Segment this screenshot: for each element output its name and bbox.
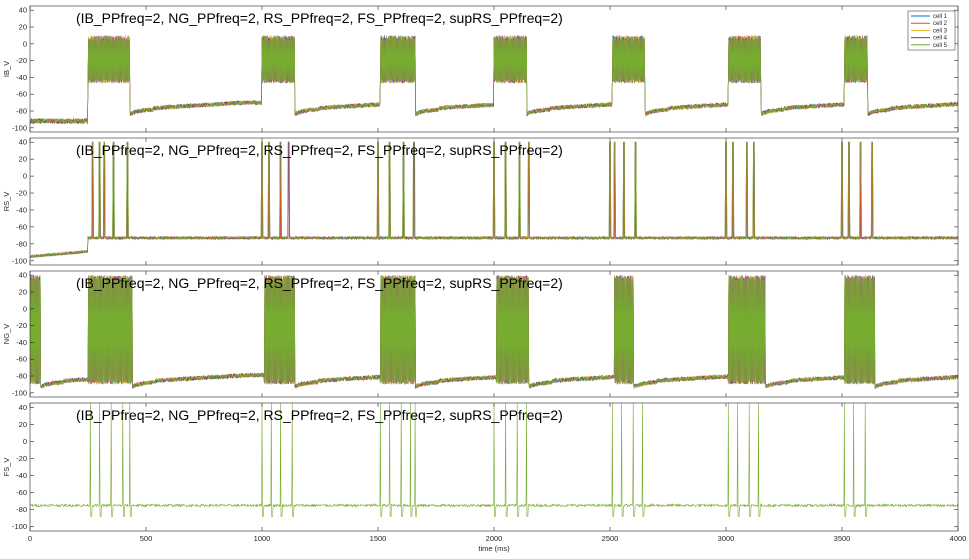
- ytick-label-ib-20: 20: [19, 23, 27, 32]
- series-line-rs-5: [30, 141, 958, 258]
- legend-label-5: cell 5: [933, 43, 948, 49]
- ytick-label-ib--100: -100: [12, 123, 27, 132]
- xtick-label-fs-4000: 4000: [950, 534, 967, 543]
- title-rs: (IB_PPfreq=2, NG_PPfreq=2, RS_PPfreq=2, …: [76, 142, 563, 158]
- legend-label-4: cell 4: [933, 36, 948, 42]
- ytick-label-fs--80: -80: [16, 505, 27, 514]
- ylabel-fs: FS_V: [2, 458, 11, 477]
- traces-rs: [30, 141, 958, 259]
- xtick-label-fs-1500: 1500: [370, 534, 387, 543]
- panel-rs: -100 -80 -60 -40 -20 0 20 40 RS_V (IB_PPfreq=2, N…: [2, 137, 959, 266]
- ytick-label-ng--20: -20: [16, 321, 27, 330]
- ytick-label-rs-0: 0: [23, 172, 27, 181]
- ytick-label-ng-20: 20: [19, 288, 27, 297]
- ytick-label-ib--60: -60: [16, 90, 27, 99]
- ytick-label-fs-40: 40: [19, 403, 27, 412]
- ytick-label-ib-40: 40: [19, 6, 27, 15]
- legend-label-2: cell 2: [933, 21, 948, 27]
- ylabel-rs: RS_V: [2, 192, 11, 212]
- ytick-label-rs--80: -80: [16, 239, 27, 248]
- traces-ng: [30, 275, 958, 390]
- ytick-label-fs--100: -100: [12, 522, 27, 531]
- ytick-label-ib--20: -20: [16, 56, 27, 65]
- ytick-label-ng-40: 40: [19, 271, 27, 280]
- ytick-label-ng-0: 0: [23, 304, 27, 313]
- ytick-label-rs-40: 40: [19, 138, 27, 147]
- panel-fs: -100 -80 -60 -40 -20 0 20 40 0 500 1000 1500 2000 250…: [2, 402, 967, 553]
- series-line-ib-5: [30, 35, 958, 125]
- ytick-label-fs-20: 20: [19, 420, 27, 429]
- xlabel-fs: time (ms): [478, 544, 510, 553]
- ytick-label-ng--100: -100: [12, 388, 27, 397]
- ytick-label-fs-0: 0: [23, 437, 27, 446]
- series-line-ng-5: [30, 275, 958, 390]
- ytick-label-rs--60: -60: [16, 222, 27, 231]
- series-line-fs-1: [30, 403, 958, 517]
- ytick-label-ng--40: -40: [16, 338, 27, 347]
- xtick-label-fs-3000: 3000: [718, 534, 735, 543]
- ytick-label-ib--80: -80: [16, 107, 27, 116]
- panel-ng: -100 -80 -60 -40 -20 0 20 40 NG_V (IB_PPfreq=2, N…: [2, 270, 959, 398]
- ytick-label-rs-20: 20: [19, 155, 27, 164]
- title-ng: (IB_PPfreq=2, NG_PPfreq=2, RS_PPfreq=2, …: [76, 275, 563, 291]
- series-line-ng-3: [30, 275, 958, 389]
- xtick-label-fs-500: 500: [140, 534, 153, 543]
- legend-label-1: cell 1: [933, 14, 948, 20]
- ytick-label-rs--100: -100: [12, 256, 27, 265]
- traces-ib: [30, 35, 958, 125]
- legend-label-3: cell 3: [933, 28, 948, 34]
- xtick-label-fs-3500: 3500: [834, 534, 851, 543]
- xtick-label-fs-2500: 2500: [602, 534, 619, 543]
- ytick-label-rs--40: -40: [16, 205, 27, 214]
- ytick-label-ib--40: -40: [16, 73, 27, 82]
- ytick-label-fs--40: -40: [16, 471, 27, 480]
- panel-ib: -100 -80 -60 -40 -20 0 20 40 IB_V (IB_PPfreq=2, N…: [2, 6, 959, 132]
- ytick-label-fs--60: -60: [16, 488, 27, 497]
- xtick-label-fs-0: 0: [28, 534, 32, 543]
- ytick-label-ib-0: 0: [23, 39, 27, 48]
- title-ib: (IB_PPfreq=2, NG_PPfreq=2, RS_PPfreq=2, …: [76, 10, 563, 26]
- ytick-label-rs--20: -20: [16, 189, 27, 198]
- ylabel-ng: NG_V: [2, 324, 11, 344]
- xtick-label-fs-2000: 2000: [486, 534, 503, 543]
- ytick-label-ng--80: -80: [16, 372, 27, 381]
- ytick-label-ng--60: -60: [16, 355, 27, 364]
- traces-fs: [30, 403, 958, 517]
- ylabel-ib: IB_V: [2, 61, 11, 77]
- ytick-label-fs--20: -20: [16, 454, 27, 463]
- title-fs: (IB_PPfreq=2, NG_PPfreq=2, RS_PPfreq=2, …: [76, 407, 563, 423]
- xtick-label-fs-1000: 1000: [254, 534, 271, 543]
